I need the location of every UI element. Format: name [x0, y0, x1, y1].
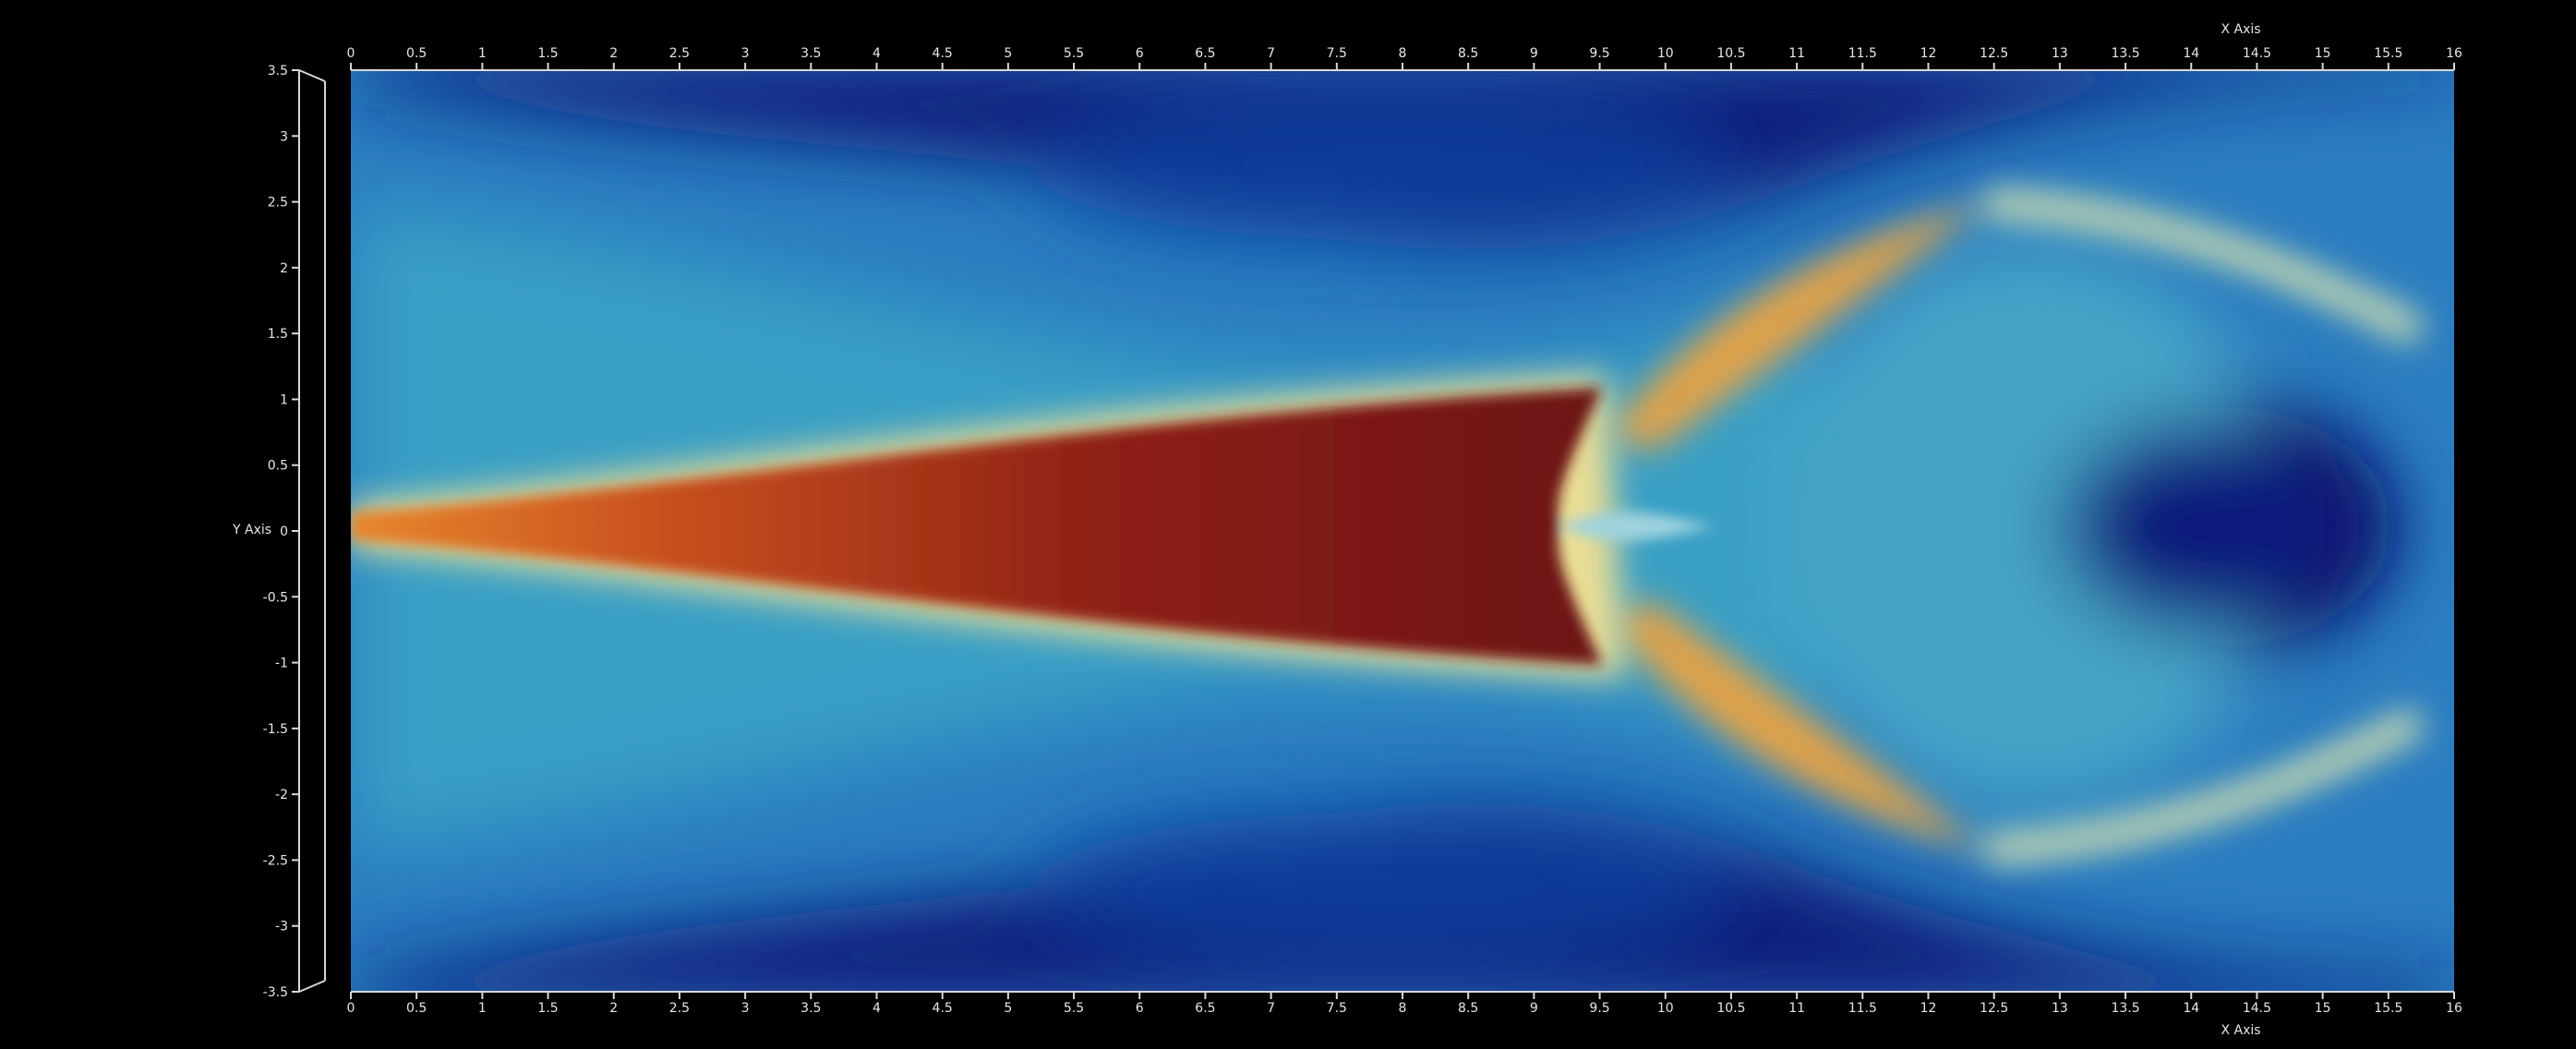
x-tick-label: 15.5 [2374, 1001, 2402, 1016]
x-tick-label: 11.5 [1848, 1001, 1877, 1016]
x-tick-label: 5.5 [1064, 1001, 1084, 1016]
x-tick-label: 14.5 [2243, 46, 2271, 61]
x-tick-label: 14 [2183, 1001, 2199, 1016]
x-tick-label: 13 [2052, 1001, 2068, 1016]
x-tick-label: 15.5 [2374, 46, 2402, 61]
x-tick-label: 10 [1657, 46, 1674, 61]
x-tick-label: 1.5 [537, 1001, 558, 1016]
x-tick-label: 1.5 [537, 46, 558, 61]
x-tick-label: 7.5 [1327, 46, 1347, 61]
x-tick-label: 14 [2183, 46, 2199, 61]
x-tick-label: 3.5 [800, 46, 821, 61]
x-tick-label: 1 [478, 1001, 487, 1016]
x-tick-label: 5 [1004, 46, 1012, 61]
x-tick-label: 10.5 [1716, 1001, 1745, 1016]
x-axis-bottom: 0 0.5 1 1.5 2 2.5 3 3.5 4 4.5 5 5.5 6 6.5 7 7.5 8 8.5 9 9.5… [347, 992, 2462, 1016]
y-tick-label: -3 [275, 920, 288, 934]
y-tick-label: 1 [280, 392, 288, 407]
x-tick-label: 5.5 [1064, 46, 1084, 61]
x-tick-label: 12 [1920, 46, 1937, 61]
x-tick-label: 2 [609, 1001, 618, 1016]
x-tick-label: 0.5 [406, 46, 427, 61]
x-tick-label: 15 [2315, 46, 2331, 61]
x-tick-label: 9 [1530, 1001, 1538, 1016]
x-tick-label: 8 [1399, 46, 1407, 61]
x-axis-title-bottom: X Axis [2221, 1023, 2260, 1038]
x-tick-label: 6.5 [1195, 46, 1215, 61]
x-tick-label: 10.5 [1716, 46, 1745, 61]
x-tick-label: 11 [1788, 46, 1805, 61]
y-axis-title: Y Axis [232, 523, 271, 537]
x-tick-label: 0 [347, 46, 355, 61]
x-tick-label: 2.5 [669, 1001, 690, 1016]
x-tick-label: 12.5 [1980, 46, 2008, 61]
x-tick-label: 5 [1004, 1001, 1012, 1016]
x-tick-label: 4 [873, 1001, 881, 1016]
x-tick-label: 10 [1657, 1001, 1674, 1016]
x-tick-label: 2.5 [669, 46, 690, 61]
y-tick-label: -3.5 [263, 985, 288, 1000]
x-tick-label: 15 [2315, 1001, 2331, 1016]
y-tick-label: -0.5 [263, 590, 288, 605]
x-tick-label: 11.5 [1848, 46, 1877, 61]
x-tick-label: 11 [1788, 1001, 1805, 1016]
x-tick-label: 7.5 [1327, 1001, 1347, 1016]
x-tick-label: 13.5 [2111, 1001, 2139, 1016]
nozzle [294, 510, 351, 554]
x-tick-label: 3.5 [800, 1001, 821, 1016]
x-tick-label: 0 [347, 1001, 355, 1016]
x-tick-label: 6 [1136, 46, 1144, 61]
y-tick-label: 1.5 [268, 327, 288, 342]
x-tick-label: 12.5 [1980, 1001, 2008, 1016]
x-axis-top: 0 0.5 1 1.5 2 2.5 3 3.5 4 4.5 5 5.5 6 6.5 7 7.5 8 8.5 9 9.5… [347, 46, 2462, 70]
x-tick-label: 8 [1399, 1001, 1407, 1016]
x-tick-label: 3 [741, 46, 750, 61]
x-tick-label: 4.5 [933, 1001, 953, 1016]
x-tick-label: 6.5 [1195, 1001, 1215, 1016]
y-tick-label: 0.5 [268, 459, 288, 474]
y-tick-label: -1.5 [263, 722, 288, 737]
x-tick-label: 6 [1136, 1001, 1144, 1016]
x-tick-label: 16 [2446, 46, 2462, 61]
x-tick-label: 3 [741, 1001, 750, 1016]
y-tick-label: -2.5 [263, 853, 288, 868]
x-tick-label: 2 [609, 46, 618, 61]
x-axis-title-top: X Axis [2221, 22, 2260, 37]
x-tick-label: 1 [478, 46, 487, 61]
x-tick-label: 0.5 [406, 1001, 427, 1016]
x-tick-label: 13.5 [2111, 46, 2139, 61]
y-tick-label: -1 [275, 657, 288, 671]
y-tick-label: 2.5 [268, 196, 288, 211]
y-tick-label: 2 [280, 261, 288, 276]
y-tick-label: 3.5 [268, 64, 288, 78]
x-tick-label: 4.5 [933, 46, 953, 61]
contour-field [294, 70, 2454, 992]
x-tick-label: 7 [1267, 46, 1275, 61]
x-tick-label: 7 [1267, 1001, 1275, 1016]
y-axis: 3.5 3 2.5 2 1.5 1 0.5 0 -0.5 -1 -1.5 -2 -2.5 -3 -3.5 [263, 64, 299, 1000]
y-tick-label: 3 [280, 129, 288, 144]
x-tick-label: 14.5 [2243, 1001, 2271, 1016]
x-tick-label: 8.5 [1458, 1001, 1478, 1016]
y-tick-label: -2 [275, 788, 288, 802]
x-tick-label: 4 [873, 46, 881, 61]
x-tick-label: 16 [2446, 1001, 2462, 1016]
x-tick-label: 9.5 [1589, 1001, 1609, 1016]
x-tick-label: 12 [1920, 1001, 1937, 1016]
x-tick-label: 8.5 [1458, 46, 1478, 61]
x-tick-label: 13 [2052, 46, 2068, 61]
y-tick-label: 0 [280, 524, 288, 539]
x-tick-label: 9.5 [1589, 46, 1609, 61]
x-tick-label: 9 [1530, 46, 1538, 61]
